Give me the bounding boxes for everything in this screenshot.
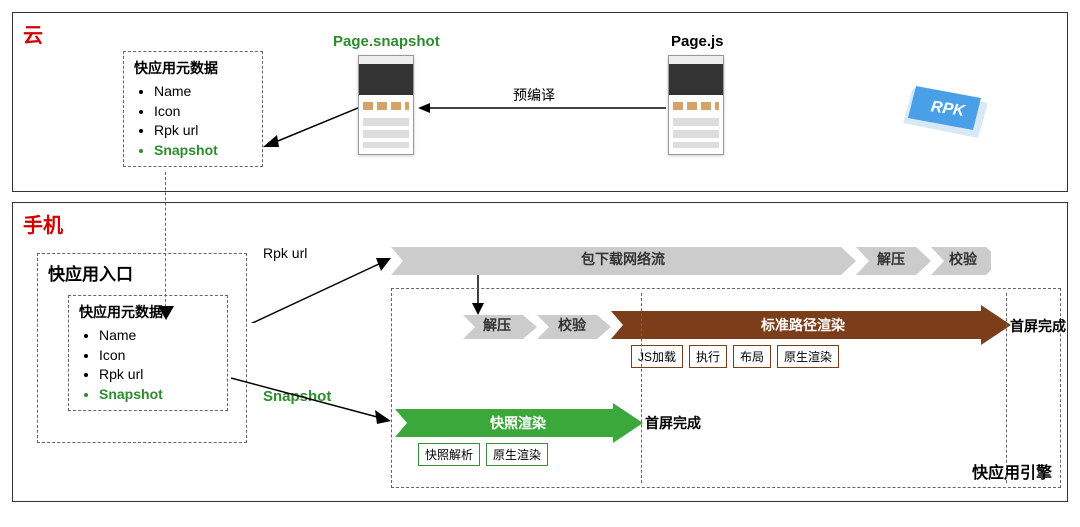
precompile-label: 预编译 — [513, 85, 555, 105]
first-screen-done-1: 首屏完成 — [1010, 316, 1066, 336]
inner-step1: 解压 — [483, 315, 511, 335]
entry-box-title: 快应用入口 — [48, 260, 236, 285]
meta-item: Icon — [154, 102, 252, 122]
cloud-meta-box: 快应用元数据 Name Icon Rpk url Snapshot — [123, 51, 263, 167]
substep: JS加载 — [631, 345, 683, 368]
rpk-badge: RPK — [883, 68, 1003, 148]
substep: 快照解析 — [418, 443, 480, 466]
snapshot-path-label: 快照渲染 — [468, 413, 568, 433]
snapshot-to-meta-arrow — [263, 103, 358, 153]
meta-item: Rpk url — [99, 365, 217, 385]
meta-title: 快应用元数据 — [134, 58, 252, 78]
substep: 原生渲染 — [486, 443, 548, 466]
substep: 执行 — [689, 345, 727, 368]
top-flow-step3: 校验 — [949, 249, 977, 269]
snapshot-substeps: 快照解析 原生渲染 — [418, 443, 548, 466]
phone-snapshot-mock — [358, 55, 414, 155]
rpk-url-arrow — [231, 253, 391, 323]
phone-js-mock — [668, 55, 724, 155]
snapshot-arrow — [231, 368, 391, 428]
standard-substeps: JS加载 执行 布局 原生渲染 — [631, 345, 839, 368]
substep: 布局 — [733, 345, 771, 368]
meta-item-highlight: Snapshot — [154, 141, 252, 161]
meta-item-highlight: Snapshot — [99, 385, 217, 405]
first-screen-done-2: 首屏完成 — [645, 413, 701, 433]
brown-end-line — [1006, 293, 1007, 483]
standard-label: 标准路径渲染 — [743, 315, 863, 335]
top-flow-step1: 包下载网络流 — [553, 249, 693, 269]
meta-item: Icon — [99, 346, 217, 366]
meta-item: Name — [154, 82, 252, 102]
cloud-title: 云 — [23, 19, 43, 48]
meta-list: Name Icon Rpk url Snapshot — [79, 326, 217, 404]
page-js-label: Page.js — [671, 33, 724, 50]
meta-item: Name — [99, 326, 217, 346]
meta-list: Name Icon Rpk url Snapshot — [134, 82, 252, 160]
inner-step2: 校验 — [558, 315, 586, 335]
phone-title: 手机 — [23, 209, 63, 238]
entry-box: 快应用入口 快应用元数据 Name Icon Rpk url Snapshot — [37, 253, 247, 443]
cloud-panel: 云 快应用元数据 Name Icon Rpk url Snapshot Page… — [12, 12, 1068, 192]
meta-title: 快应用元数据 — [79, 302, 217, 322]
phone-meta-box: 快应用元数据 Name Icon Rpk url Snapshot — [68, 295, 228, 411]
substep: 原生渲染 — [777, 345, 839, 368]
green-end-line — [641, 293, 642, 483]
engine-label: 快应用引擎 — [972, 459, 1052, 483]
phone-panel: 手机 快应用入口 快应用元数据 Name Icon Rpk url Snapsh… — [12, 202, 1068, 502]
top-flow-step2: 解压 — [877, 249, 905, 269]
meta-item: Rpk url — [154, 121, 252, 141]
page-snapshot-label: Page.snapshot — [333, 33, 440, 50]
